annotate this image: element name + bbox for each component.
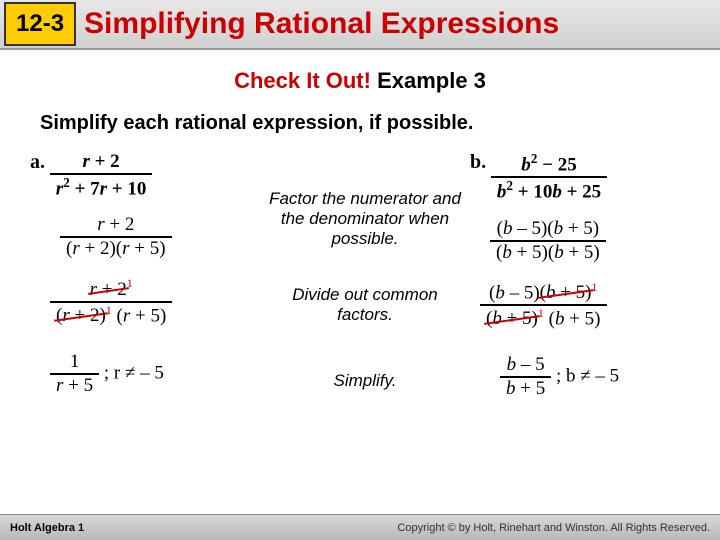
step-simplify: Simplify. (265, 371, 465, 391)
footer-bar: Holt Algebra 1 Copyright © by Holt, Rine… (0, 514, 720, 540)
step-divide: Divide out common factors. (265, 285, 465, 325)
instruction-text: Simplify each rational expression, if po… (40, 112, 720, 135)
a-factored-den: (r + 2)(r + 5) (60, 236, 172, 260)
b-factored-den: (b + 5)(b + 5) (490, 240, 606, 264)
subtitle-red: Check It Out! (234, 68, 371, 93)
a-factored-num: r + 2 (60, 214, 172, 236)
b-final-den: b + 5 (500, 376, 551, 400)
lesson-number-badge: 12-3 (4, 2, 76, 46)
content-area: a. r + 2 r2 + 7r + 10 r + 2 (r + 2)(r + … (0, 145, 720, 505)
a-cancel-den: (r + 2)1 (r + 5) (50, 301, 172, 327)
b-cancel-den: (b + 5)1 (b + 5) (480, 304, 607, 330)
a-final-num: 1 (50, 351, 99, 373)
step-factor: Factor the numerator and the denominator… (265, 189, 465, 249)
a-final-den: r + 5 (50, 373, 99, 397)
problem-a: a. r + 2 r2 + 7r + 10 r + 2 (r + 2)(r + … (30, 145, 260, 403)
subtitle-black: Example 3 (371, 68, 486, 93)
problem-b: b. b2 − 25 b2 + 10b + 25 (b – 5)(b + 5) … (470, 145, 710, 406)
b-factored-num: (b – 5)(b + 5) (490, 218, 606, 240)
header-bar: 12-3 Simplifying Rational Expressions (0, 0, 720, 50)
example-subtitle: Check It Out! Example 3 (0, 68, 720, 94)
a-condition: ; r ≠ – 5 (104, 362, 164, 383)
label-a: a. (30, 151, 45, 174)
footer-right: Copyright © by Holt, Rinehart and Winsto… (397, 522, 710, 534)
step-explanations: Factor the numerator and the denominator… (265, 183, 465, 391)
lesson-title: Simplifying Rational Expressions (84, 7, 559, 41)
b-cancel-num: (b – 5)(b + 5)1 (480, 280, 607, 304)
b-condition: ; b ≠ – 5 (556, 366, 619, 387)
label-b: b. (470, 151, 486, 174)
a-cancel-num: r + 21 (50, 276, 172, 300)
footer-left: Holt Algebra 1 (10, 522, 84, 534)
b-final-num: b – 5 (500, 354, 551, 376)
